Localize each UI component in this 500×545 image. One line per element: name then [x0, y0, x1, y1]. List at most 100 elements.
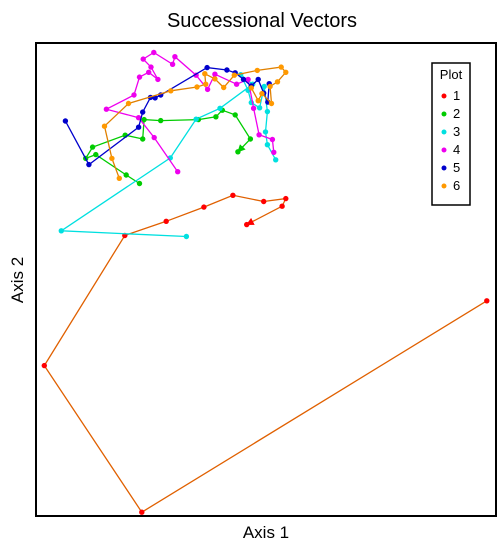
- data-point-plot-4: [269, 136, 276, 143]
- data-point-plot-6: [268, 100, 275, 107]
- y-axis-label: Axis 2: [8, 257, 27, 303]
- legend-marker-plot-3: [441, 129, 447, 135]
- data-point-plot-5: [135, 124, 142, 130]
- data-point-plot-1: [279, 203, 285, 209]
- data-point-plot-6: [248, 85, 254, 91]
- data-point-plot-2: [213, 114, 219, 120]
- data-point-plot-1: [139, 509, 145, 515]
- legend: Plot 1 2 3 4 5 6: [431, 62, 471, 206]
- data-point-plot-2: [247, 136, 254, 142]
- data-point-plot-2: [123, 172, 129, 178]
- data-point-plot-6: [231, 72, 237, 78]
- data-point-plot-4: [151, 134, 157, 141]
- data-point-plot-4: [131, 92, 137, 98]
- data-point-plot-4: [233, 81, 240, 87]
- legend-marker-plot-6: [441, 183, 447, 189]
- data-point-plot-5: [255, 76, 261, 83]
- data-point-plot-2: [89, 144, 96, 150]
- data-point-plot-1: [484, 298, 490, 304]
- data-point-plot-6: [194, 84, 200, 90]
- data-point-plot-2: [93, 151, 99, 158]
- data-point-plot-4: [212, 71, 218, 77]
- data-point-plot-2: [158, 117, 164, 124]
- data-point-plot-6: [274, 79, 281, 85]
- data-point-plot-6: [203, 81, 209, 87]
- series-plot-6: [101, 64, 289, 181]
- series-plot-2: [83, 107, 254, 187]
- data-point-plot-2: [140, 136, 146, 142]
- legend-label-plot-4: 4: [453, 142, 460, 157]
- series-line-plot-5: [64, 66, 270, 166]
- data-point-plot-3: [264, 108, 271, 115]
- data-point-plot-6: [202, 71, 208, 77]
- series-plot-3: [58, 72, 279, 240]
- data-point-plot-6: [267, 83, 273, 90]
- legend-marker-plot-4: [441, 147, 447, 153]
- data-point-plot-4: [175, 169, 181, 175]
- data-point-plot-5: [224, 67, 230, 73]
- legend-label-plot-3: 3: [453, 124, 460, 139]
- plot-frame: [35, 42, 497, 517]
- series-plot-5: [62, 64, 272, 168]
- data-point-plot-4: [151, 49, 157, 56]
- legend-items: 1 2 3 4 5 6: [441, 88, 460, 193]
- data-point-plot-6: [259, 90, 265, 97]
- data-point-plot-6: [168, 88, 174, 94]
- data-point-plot-6: [212, 76, 218, 82]
- x-axis-label: Axis 1: [243, 523, 289, 542]
- series-line-plot-4: [104, 51, 275, 173]
- data-point-plot-6: [101, 123, 108, 129]
- data-point-plot-3: [262, 129, 269, 135]
- data-point-plot-2: [141, 116, 147, 123]
- legend-label-plot-6: 6: [453, 178, 460, 193]
- data-point-plot-3: [58, 228, 64, 234]
- data-point-plot-2: [136, 180, 143, 187]
- data-point-plot-3: [183, 233, 190, 240]
- data-point-plot-6: [254, 67, 260, 74]
- data-point-plot-4: [140, 56, 146, 62]
- data-point-plot-3: [264, 142, 271, 148]
- data-point-plot-1: [283, 195, 289, 202]
- data-point-plot-5: [240, 76, 247, 83]
- data-point-plot-6: [116, 175, 123, 181]
- data-point-plot-1: [244, 221, 250, 228]
- data-point-plot-4: [146, 69, 152, 76]
- legend-marker-plot-5: [441, 165, 447, 171]
- data-point-plot-6: [278, 64, 284, 70]
- data-point-plot-5: [62, 118, 69, 124]
- data-point-plot-1: [201, 204, 207, 210]
- data-point-plot-4: [155, 76, 161, 83]
- data-point-plot-1: [163, 218, 169, 224]
- data-point-plot-4: [148, 64, 154, 70]
- data-point-plot-1: [230, 192, 236, 198]
- data-point-plot-6: [221, 84, 227, 91]
- data-point-plot-5: [140, 109, 146, 115]
- data-point-plot-4: [271, 149, 277, 155]
- series-line-plot-6: [103, 66, 287, 179]
- data-point-plot-4: [245, 76, 251, 83]
- data-point-plot-1: [41, 362, 47, 369]
- legend-box: [431, 62, 471, 206]
- data-point-plot-5: [204, 64, 210, 71]
- data-point-plot-3: [273, 157, 279, 163]
- data-point-plot-4: [169, 61, 176, 67]
- data-point-plot-6: [255, 98, 261, 104]
- data-point-plot-2: [235, 149, 241, 155]
- data-point-plot-3: [217, 105, 223, 112]
- data-point-plot-6: [283, 69, 289, 76]
- data-point-plot-3: [193, 116, 199, 122]
- legend-label-plot-2: 2: [453, 106, 460, 121]
- data-point-plot-4: [204, 86, 211, 93]
- legend-title: Plot: [440, 67, 463, 82]
- legend-label-plot-5: 5: [453, 160, 460, 175]
- data-point-plot-4: [172, 54, 178, 60]
- data-point-plot-3: [261, 83, 267, 90]
- data-point-plot-5: [86, 161, 92, 168]
- data-point-plot-4: [250, 105, 257, 112]
- data-point-plot-4: [256, 132, 262, 138]
- data-point-plot-4: [103, 106, 110, 112]
- data-point-plot-1: [261, 198, 267, 205]
- data-point-plot-3: [256, 105, 263, 111]
- data-point-plot-4: [136, 74, 143, 80]
